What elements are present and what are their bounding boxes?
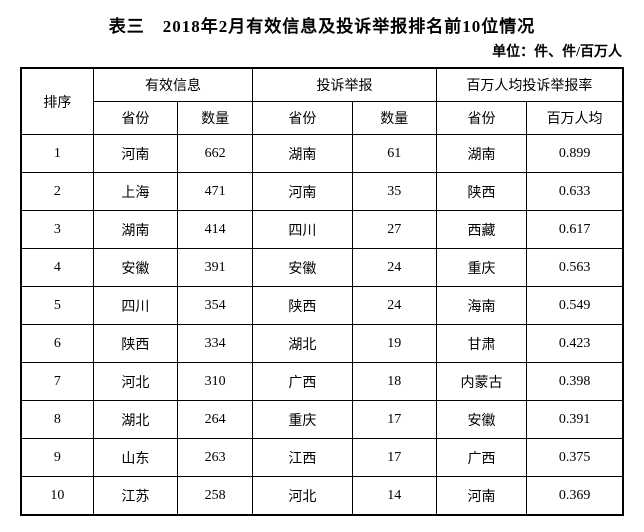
cell-complaint-count: 18 [351, 362, 437, 401]
table-row: 9 山东 263 江西 17 广西 0.375 [20, 438, 624, 477]
unit-label: 单位：件、件/百万人 [492, 45, 622, 60]
cell-info-province: 安徽 [92, 248, 179, 287]
cell-info-province: 河南 [92, 134, 179, 173]
cell-complaint-province: 河北 [252, 476, 353, 516]
cell-rate-province: 甘肃 [435, 324, 528, 363]
table-row: 4 安徽 391 安徽 24 重庆 0.563 [20, 248, 624, 287]
cell-complaint-count: 17 [351, 400, 437, 439]
cell-info-count: 354 [176, 286, 254, 325]
cell-complaint-province: 湖南 [252, 134, 353, 173]
cell-rank: 8 [20, 400, 94, 439]
cell-rate-value: 0.549 [526, 286, 624, 325]
cell-rank: 4 [20, 248, 94, 287]
cell-info-province: 湖北 [92, 400, 179, 439]
cell-info-province: 江苏 [92, 476, 179, 516]
cell-rate-province: 安徽 [435, 400, 528, 439]
cell-info-count: 334 [176, 324, 254, 363]
cell-complaint-province: 江西 [252, 438, 353, 477]
table-header: 排序 有效信息 投诉举报 百万人均投诉举报率 省份 数量 省份 数量 省份 百万… [20, 67, 624, 135]
cell-complaint-count: 35 [351, 172, 437, 211]
cell-info-count: 264 [176, 400, 254, 439]
subheader-rate-value: 百万人均 [526, 101, 624, 135]
cell-rate-province: 内蒙古 [435, 362, 528, 401]
cell-info-count: 391 [176, 248, 254, 287]
subheader-rate-province: 省份 [435, 101, 528, 135]
table-row: 5 四川 354 陕西 24 海南 0.549 [20, 286, 624, 325]
cell-rate-value: 0.617 [526, 210, 624, 249]
cell-rank: 9 [20, 438, 94, 477]
cell-rate-province: 西藏 [435, 210, 528, 249]
table-row: 2 上海 471 河南 35 陕西 0.633 [20, 172, 624, 211]
cell-rank: 1 [20, 134, 94, 173]
table-body: 1 河南 662 湖南 61 湖南 0.899 2 上海 471 河南 35 陕西 0.633 3 湖南 414… [20, 134, 624, 516]
cell-rate-value: 0.391 [526, 400, 624, 439]
cell-rank: 6 [20, 324, 94, 363]
cell-complaint-count: 24 [351, 286, 437, 325]
cell-complaint-count: 27 [351, 210, 437, 249]
header-sub-row: 省份 数量 省份 数量 省份 百万人均 [21, 101, 624, 135]
cell-complaint-count: 61 [351, 134, 437, 173]
cell-info-count: 471 [176, 172, 254, 211]
cell-info-province: 四川 [92, 286, 179, 325]
cell-rank: 2 [20, 172, 94, 211]
table-row: 3 湖南 414 四川 27 西藏 0.617 [20, 210, 624, 249]
table-title: 表三 2018年2月有效信息及投诉举报排名前10位情况 [108, 17, 536, 36]
cell-rate-province: 湖南 [435, 134, 528, 173]
cell-rate-value: 0.375 [526, 438, 624, 477]
subheader-complaint-province: 省份 [252, 101, 353, 135]
subheader-info-province: 省份 [92, 101, 179, 135]
cell-complaint-province: 河南 [252, 172, 353, 211]
table-row: 6 陕西 334 湖北 19 甘肃 0.423 [20, 324, 624, 363]
header-group-row: 排序 有效信息 投诉举报 百万人均投诉举报率 [20, 67, 624, 135]
cell-info-province: 河北 [92, 362, 179, 401]
cell-info-province: 湖南 [92, 210, 179, 249]
subheader-complaint-count: 数量 [351, 101, 437, 135]
cell-rank: 3 [20, 210, 94, 249]
cell-complaint-province: 湖北 [252, 324, 353, 363]
cell-rank: 7 [20, 362, 94, 401]
cell-complaint-count: 17 [351, 438, 437, 477]
cell-complaint-province: 广西 [252, 362, 353, 401]
header-group-complaints: 投诉举报 [252, 67, 437, 102]
cell-info-count: 310 [176, 362, 254, 401]
cell-rate-value: 0.398 [526, 362, 624, 401]
cell-rate-province: 河南 [435, 476, 528, 516]
cell-complaint-province: 四川 [252, 210, 353, 249]
table-row: 10 江苏 258 河北 14 河南 0.369 [20, 476, 624, 516]
header-group-effective-info: 有效信息 [92, 67, 254, 102]
table-row: 1 河南 662 湖南 61 湖南 0.899 [20, 134, 624, 173]
cell-rank: 10 [20, 476, 94, 516]
cell-complaint-count: 14 [351, 476, 437, 516]
cell-complaint-province: 安徽 [252, 248, 353, 287]
cell-rate-province: 陕西 [435, 172, 528, 211]
cell-rank: 5 [20, 286, 94, 325]
cell-rate-province: 海南 [435, 286, 528, 325]
cell-rate-value: 0.899 [526, 134, 624, 173]
ranking-table: 排序 有效信息 投诉举报 百万人均投诉举报率 省份 数量 省份 数量 省份 百万… [20, 67, 624, 516]
cell-rate-value: 0.563 [526, 248, 624, 287]
cell-rate-value: 0.423 [526, 324, 624, 363]
cell-info-count: 258 [176, 476, 254, 516]
cell-complaint-count: 24 [351, 248, 437, 287]
cell-complaint-count: 19 [351, 324, 437, 363]
cell-info-province: 上海 [92, 172, 179, 211]
cell-info-count: 414 [176, 210, 254, 249]
cell-rate-value: 0.369 [526, 476, 624, 516]
cell-rate-province: 广西 [435, 438, 528, 477]
header-rank: 排序 [20, 67, 94, 135]
cell-rate-value: 0.633 [526, 172, 624, 211]
cell-complaint-province: 陕西 [252, 286, 353, 325]
cell-info-province: 陕西 [92, 324, 179, 363]
table-row: 8 湖北 264 重庆 17 安徽 0.391 [20, 400, 624, 439]
header-group-complaint-rate: 百万人均投诉举报率 [435, 67, 624, 102]
cell-complaint-province: 重庆 [252, 400, 353, 439]
subheader-info-count: 数量 [176, 101, 254, 135]
cell-info-province: 山东 [92, 438, 179, 477]
table-row: 7 河北 310 广西 18 内蒙古 0.398 [20, 362, 624, 401]
cell-info-count: 263 [176, 438, 254, 477]
cell-rate-province: 重庆 [435, 248, 528, 287]
cell-info-count: 662 [176, 134, 254, 173]
